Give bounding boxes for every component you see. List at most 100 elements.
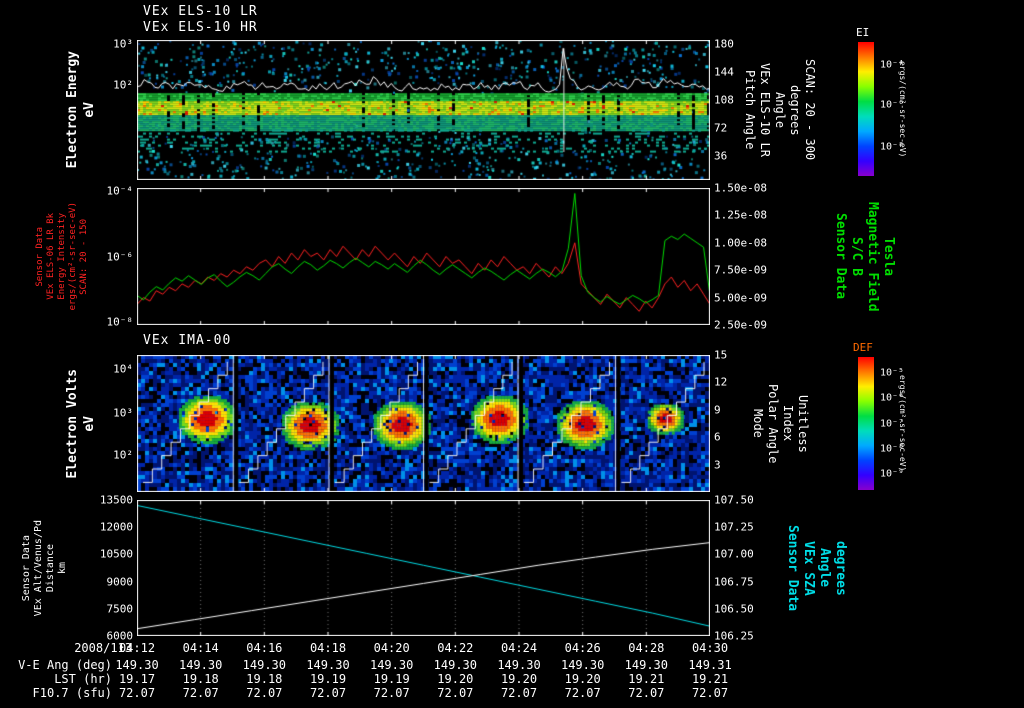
p1-right-label-line1: Pitch Angle bbox=[743, 70, 757, 150]
p1-ylabel-line1: Electron Energy bbox=[65, 51, 80, 169]
info-row-value: 149.30 bbox=[178, 658, 223, 672]
p1-right-label-line4: degrees bbox=[788, 84, 802, 136]
p2-left-label-line1: Sensor Data bbox=[35, 226, 45, 287]
colorbar-ei-tick: 10⁻⁴ bbox=[880, 59, 905, 71]
p2-bfield-tick: 5.00e-09 bbox=[714, 291, 767, 305]
p2-right-axis-label: Sensor Data S/C B Magnetic Field Tesla bbox=[833, 188, 896, 325]
p4-sza-tick: 106.25 bbox=[714, 629, 754, 643]
info-row-value: 19.20 bbox=[564, 672, 601, 686]
info-row-value: 19.21 bbox=[691, 672, 729, 686]
info-row-value: 72.07 bbox=[118, 686, 156, 700]
time-tick-label: 04:22 bbox=[437, 641, 474, 655]
p4-distance-tick: 12000 bbox=[99, 520, 133, 534]
p2-bfield-tick: 1.00e-08 bbox=[714, 236, 767, 250]
colorbar-def-units: ergs/(cm²-sr-sec-eV) bbox=[898, 357, 907, 490]
colorbar-def-tick: 10⁻⁵ bbox=[880, 367, 905, 379]
p1-pitch-angle-tick: 180 bbox=[714, 37, 734, 51]
p2-bfield-tick: 1.50e-08 bbox=[714, 181, 767, 195]
panel1-title-line1: VEx ELS-10 LR bbox=[143, 4, 258, 19]
time-tick-label: 04:30 bbox=[691, 641, 729, 655]
p2-right-label-line2: S/C B bbox=[849, 236, 864, 277]
colorbar-def-tick: 10⁻⁸ bbox=[880, 443, 905, 455]
p1-right-label-line5: SCAN: 20 - 300 bbox=[803, 59, 817, 161]
p3-ev-tick: 10⁴ bbox=[113, 362, 133, 376]
info-row-value: 72.07 bbox=[437, 686, 474, 700]
p3-right-label-line2: Polar Angle bbox=[766, 383, 780, 464]
info-row-value: 149.30 bbox=[497, 658, 541, 672]
p4-sza-tick: 106.50 bbox=[714, 602, 754, 616]
panel3-title: VEx IMA-00 bbox=[143, 333, 232, 348]
colorbar-def-title: DEF bbox=[853, 341, 873, 354]
info-row-value: 19.20 bbox=[437, 672, 474, 686]
p4-distance-tick: 7500 bbox=[106, 602, 134, 616]
p4-left-axis-label: Sensor Data VEx Alt/Venus/Pd Distance km bbox=[21, 500, 68, 636]
info-row-value: 72.07 bbox=[564, 686, 601, 700]
p3-index-tick: 12 bbox=[714, 375, 728, 389]
p3-index-tick: 3 bbox=[714, 458, 721, 472]
info-row-value: 72.07 bbox=[246, 686, 283, 700]
time-tick-label: 04:12 bbox=[118, 641, 156, 655]
p2-left-label-line2: VEx ELS-06 LR Bk bbox=[46, 213, 56, 300]
p4-right-label-line1: Sensor Data bbox=[785, 524, 800, 612]
p1-energy-tick: 10² bbox=[113, 78, 133, 92]
p2-left-label-line3: Energy Intensity bbox=[57, 213, 67, 300]
ima-spectrogram-canvas bbox=[137, 355, 710, 492]
row-label-f107: F10.7 (sfu) bbox=[32, 686, 112, 700]
p1-y-axis-label: Electron Energy eV bbox=[65, 40, 97, 180]
intensity-bfield-canvas bbox=[137, 188, 710, 325]
info-row-value: 72.07 bbox=[500, 686, 538, 700]
p2-intensity-tick: 10⁻⁶ bbox=[106, 250, 134, 263]
colorbar-def-units-text: ergs/(cm²-sr-sec-eV) bbox=[898, 375, 907, 472]
info-row-value: 72.07 bbox=[309, 686, 347, 700]
p2-right-label-line3: Magnetic Field bbox=[865, 201, 880, 312]
p4-sza-tick: 107.25 bbox=[714, 520, 754, 534]
info-row-value: 149.31 bbox=[688, 658, 732, 672]
p3-index-tick: 15 bbox=[714, 348, 728, 362]
p4-left-label-line4: km bbox=[57, 561, 68, 575]
altitude-sza-canvas bbox=[137, 500, 710, 636]
info-row-value: 19.17 bbox=[118, 672, 156, 686]
p1-pitch-angle-tick: 36 bbox=[714, 149, 728, 163]
p4-distance-tick: 6000 bbox=[106, 629, 134, 643]
time-tick-label: 04:26 bbox=[564, 641, 601, 655]
p2-intensity-tick: 10⁻⁸ bbox=[106, 315, 134, 329]
p4-right-label-line2: VEx SZA bbox=[801, 540, 816, 596]
colorbar-ei bbox=[858, 42, 874, 176]
colorbar-ei-units: ergs/(cm²-sr-sec-eV) bbox=[898, 42, 907, 176]
time-tick-label: 04:20 bbox=[373, 641, 410, 655]
info-row-value: 19.19 bbox=[373, 672, 410, 686]
time-tick-label: 04:16 bbox=[246, 641, 283, 655]
info-row-value: 19.20 bbox=[500, 672, 538, 686]
info-row-value: 149.30 bbox=[560, 658, 605, 672]
time-tick-label: 04:18 bbox=[309, 641, 347, 655]
p4-distance-tick: 9000 bbox=[106, 575, 134, 589]
date-label: 2008/113 bbox=[74, 641, 132, 655]
p3-ylabel-line2: eV bbox=[82, 415, 97, 432]
p3-y-axis-label: Electron Volts eV bbox=[65, 355, 97, 492]
p2-intensity-tick: 10⁻⁴ bbox=[106, 184, 134, 198]
p4-sza-tick: 107.00 bbox=[714, 547, 754, 561]
p4-left-label-line2: VEx Alt/Venus/Pd bbox=[33, 519, 44, 617]
p3-index-tick: 6 bbox=[714, 430, 721, 444]
time-tick-label: 04:14 bbox=[182, 641, 219, 655]
p2-right-label-line1: Sensor Data bbox=[833, 213, 848, 300]
p2-left-label-line4: ergs/(cm²-sr-sec-eV) bbox=[68, 202, 78, 311]
colorbar-ei-tick: 10⁻⁸ bbox=[880, 141, 905, 153]
p2-left-label-line5: SCAN: 20 - 150 bbox=[79, 218, 89, 295]
p2-left-axis-label: Sensor Data VEx ELS-06 LR Bk Energy Inte… bbox=[35, 188, 89, 325]
p2-bfield-tick: 1.25e-08 bbox=[714, 208, 767, 222]
p1-right-axis-label: Pitch Angle VEx ELS-10 LR Angle degrees … bbox=[743, 40, 817, 180]
p3-right-label-line1: Mode bbox=[751, 409, 765, 438]
p3-right-axis-label: Mode Polar Angle Index Unitless bbox=[751, 355, 810, 492]
p3-index-tick: 9 bbox=[714, 403, 721, 417]
p3-ylabel-line1: Electron Volts bbox=[65, 368, 80, 479]
colorbar-ei-tick: 10⁻⁶ bbox=[880, 99, 905, 111]
p3-right-label-line3: Index bbox=[781, 405, 795, 442]
p4-left-label-line1: Sensor Data bbox=[21, 534, 32, 602]
info-row-value: 19.19 bbox=[309, 672, 347, 686]
colorbar-ei-units-text: ergs/(cm²-sr-sec-eV) bbox=[898, 60, 907, 158]
p1-energy-tick: 10³ bbox=[113, 37, 133, 51]
p2-right-label-line4: Tesla bbox=[881, 236, 896, 277]
info-row-value: 149.30 bbox=[306, 658, 350, 672]
